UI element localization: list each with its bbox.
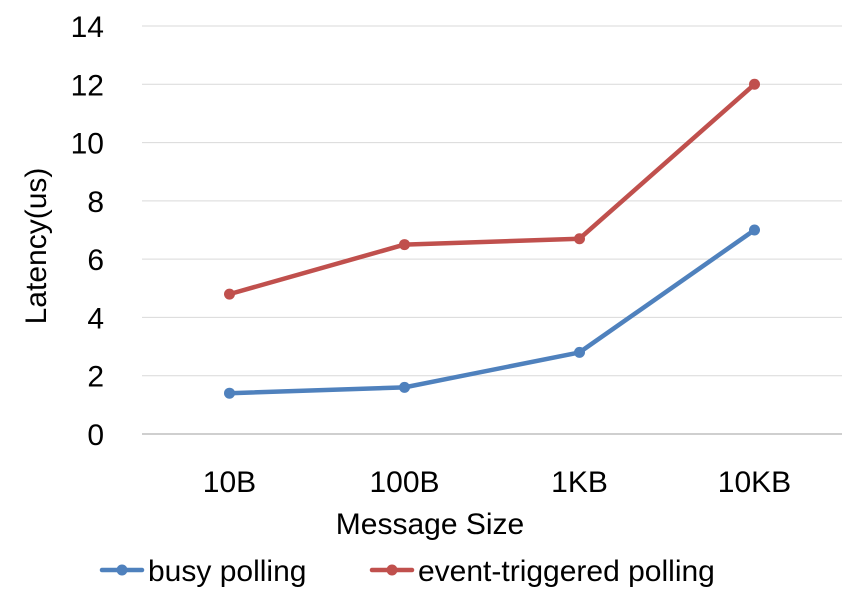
y-tick-label: 12 — [71, 69, 104, 102]
x-tick-label: 10B — [203, 466, 256, 499]
series-line — [227, 82, 757, 297]
data-point — [574, 233, 585, 245]
legend-item: busy polling — [99, 555, 306, 588]
y-tick-label: 10 — [71, 128, 104, 161]
legend: busy polling event-triggered polling — [99, 555, 715, 588]
y-tick-label: 4 — [87, 302, 104, 335]
legend-label: busy polling — [148, 555, 306, 588]
x-tick-label: 1KB — [551, 466, 608, 499]
series-line — [227, 227, 757, 396]
data-point — [224, 288, 235, 300]
y-tick-label: 8 — [87, 186, 104, 219]
series-lines — [224, 78, 760, 399]
data-point — [399, 239, 410, 251]
series-busy-polling — [224, 224, 760, 399]
legend-label: event-triggered polling — [418, 555, 715, 588]
y-axis-ticks: 0 2 4 6 8 10 12 14 — [71, 11, 104, 452]
y-tick-label: 6 — [87, 244, 104, 277]
legend-marker — [386, 564, 398, 576]
data-point — [574, 346, 585, 358]
legend-marker — [116, 564, 128, 576]
y-axis-title: Latency(us) — [20, 168, 53, 325]
data-point — [399, 381, 410, 393]
y-tick-label: 14 — [71, 11, 104, 44]
y-tick-label: 2 — [87, 361, 104, 394]
legend-item: event-triggered polling — [369, 555, 715, 588]
y-tick-label: 0 — [87, 419, 104, 452]
data-point — [749, 78, 760, 90]
x-axis-ticks: 10B 100B 1KB 10KB — [203, 466, 791, 499]
gridlines — [142, 25, 842, 435]
x-tick-label: 100B — [369, 466, 439, 499]
x-tick-label: 10KB — [718, 466, 791, 499]
x-axis-title: Message Size — [336, 508, 524, 541]
data-point — [749, 224, 760, 236]
data-point — [224, 387, 235, 399]
series-event-triggered-polling — [224, 78, 760, 300]
